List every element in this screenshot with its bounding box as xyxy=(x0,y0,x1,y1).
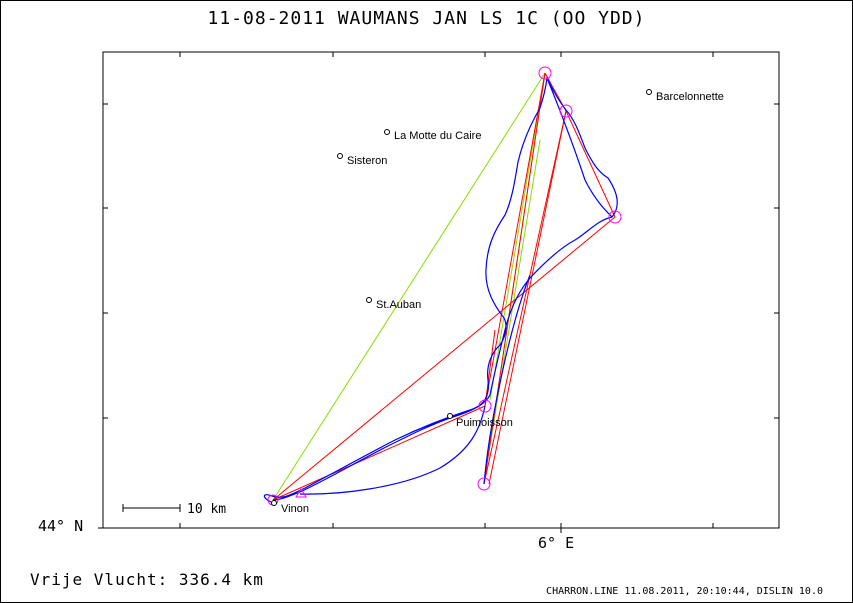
place-label-barcelonnette: Barcelonnette xyxy=(656,91,724,103)
place-marker xyxy=(271,500,277,506)
credit-line: CHARRON.LINE 11.08.2011, 20:10:44, DISLI… xyxy=(546,586,823,597)
place-marker xyxy=(384,129,390,135)
scale-bar: 10 km xyxy=(122,502,226,517)
place-label-puimoisson: Puimoisson xyxy=(456,417,513,429)
place-marker xyxy=(646,89,652,95)
turnpoint-marker xyxy=(478,399,492,413)
axis-ticks xyxy=(98,52,779,533)
plot-border xyxy=(102,51,780,529)
place-marker xyxy=(366,297,372,303)
turnpoint-marker xyxy=(477,477,491,491)
place-marker xyxy=(447,413,453,419)
place-label-vinon: Vinon xyxy=(281,503,309,515)
scale-label: 10 km xyxy=(187,502,226,517)
place-markers xyxy=(271,89,652,506)
distance-summary: Vrije Vlucht: 336.4 km xyxy=(30,570,264,589)
place-label-st-auban: St.Auban xyxy=(376,299,421,311)
start-triangle xyxy=(295,488,307,498)
map-title: 11-08-2011 WAUMANS JAN LS 1C (OO YDD) xyxy=(207,8,646,29)
flight-track xyxy=(263,75,618,503)
turnpoint-marker xyxy=(538,66,552,80)
place-marker xyxy=(337,153,343,159)
lon-axis-label: 6° E xyxy=(538,534,574,552)
place-label-sisteron: Sisteron xyxy=(347,155,387,167)
turnpoint-marker xyxy=(608,210,622,224)
turnpoint-marker xyxy=(559,104,573,118)
lat-axis-label: 44° N xyxy=(38,517,83,535)
place-label-la-motte-du-caire: La Motte du Caire xyxy=(394,130,481,142)
